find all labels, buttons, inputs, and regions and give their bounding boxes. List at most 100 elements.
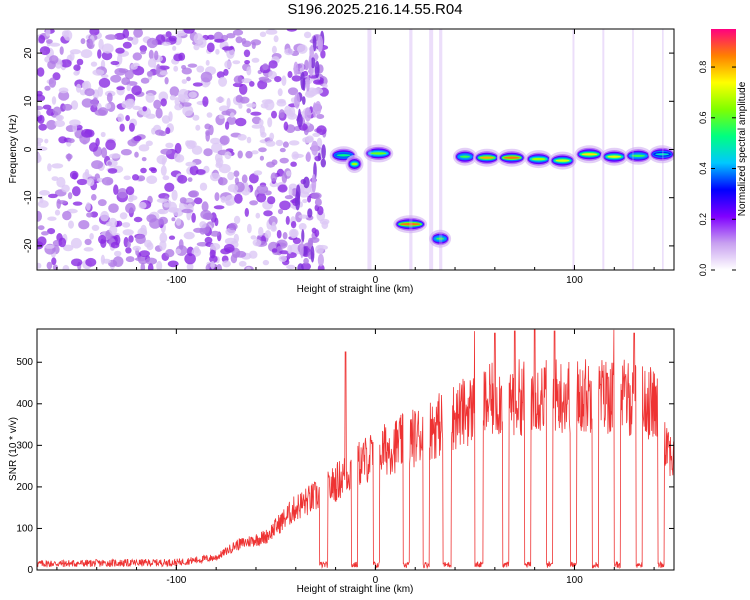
noise-blob	[233, 233, 239, 244]
noise-blob	[125, 115, 130, 122]
x-tick-label: -100	[166, 575, 186, 586]
noise-blob	[44, 138, 49, 144]
noise-blob	[62, 264, 70, 270]
noise-blob	[290, 221, 297, 229]
noise-blob	[155, 34, 166, 45]
noise-blob	[287, 87, 299, 96]
noise-blob	[222, 46, 234, 51]
noise-blob	[145, 257, 157, 265]
spectrogram-y-label: Frequency (Hz)	[8, 115, 19, 184]
noise-blob	[232, 60, 241, 65]
noise-blob	[269, 181, 278, 188]
noise-blob	[97, 86, 103, 97]
noise-blob	[145, 140, 153, 147]
noise-blob	[39, 196, 44, 204]
noise-blob	[285, 215, 290, 225]
noise-blob	[169, 95, 176, 101]
noise-blob	[175, 217, 182, 226]
noise-blob	[69, 119, 81, 126]
noise-blob	[126, 84, 131, 92]
tone-band	[400, 223, 421, 226]
noise-blob	[226, 97, 231, 109]
noise-blob	[140, 224, 147, 236]
noise-blob	[47, 228, 56, 235]
noise-blob	[311, 227, 317, 234]
tone-band	[607, 155, 622, 158]
noise-blob	[92, 69, 105, 76]
noise-blob	[114, 250, 122, 257]
noise-streak	[312, 35, 317, 52]
noise-blob	[140, 262, 146, 270]
noise-blob	[113, 184, 119, 195]
noise-blob	[235, 117, 247, 127]
noise-streak	[310, 245, 315, 263]
noise-blob	[282, 141, 289, 148]
noise-blob	[186, 262, 194, 270]
noise-blob	[124, 70, 134, 80]
noise-blob	[123, 175, 131, 181]
noise-blob	[55, 114, 64, 121]
noise-blob	[218, 114, 225, 119]
noise-blob	[233, 75, 243, 84]
noise-blob	[37, 236, 47, 246]
noise-blob	[62, 244, 74, 252]
noise-blob	[122, 222, 131, 228]
noise-blob	[207, 34, 215, 40]
x-tick-label: 100	[566, 575, 583, 586]
noise-blob	[235, 36, 243, 44]
noise-blob	[321, 220, 329, 230]
noise-blob	[100, 131, 106, 138]
noise-blob	[292, 153, 304, 158]
noise-blob	[194, 197, 203, 205]
noise-blob	[221, 110, 231, 116]
noise-blob	[267, 117, 273, 128]
noise-blob	[126, 241, 131, 248]
noise-blob	[92, 97, 99, 108]
noise-blob	[271, 221, 277, 231]
colorbar-tick-label: 0.0	[698, 264, 708, 277]
noise-blob	[277, 208, 284, 215]
noise-blob	[116, 220, 123, 227]
noise-blob	[279, 250, 289, 255]
noise-blob	[206, 112, 213, 118]
noise-blob	[76, 58, 84, 66]
noise-blob	[290, 161, 297, 167]
noise-blob	[286, 29, 297, 32]
noise-blob	[86, 38, 93, 49]
noise-blob	[127, 98, 136, 108]
noise-streak	[311, 173, 317, 193]
noise-blob	[39, 190, 50, 196]
noise-blob	[158, 216, 169, 225]
noise-blob	[210, 137, 221, 145]
noise-blob	[56, 176, 66, 188]
noise-blob	[174, 142, 182, 154]
noise-blob	[238, 103, 243, 109]
noise-blob	[196, 242, 209, 247]
noise-blob	[48, 193, 58, 199]
noise-blob	[210, 261, 215, 270]
noise-blob	[159, 240, 167, 251]
noise-blob	[304, 59, 309, 71]
noise-blob	[288, 186, 293, 198]
noise-blob	[147, 263, 154, 270]
noise-blob	[148, 49, 154, 60]
noise-blob	[259, 119, 264, 127]
noise-blob	[146, 70, 154, 77]
noise-blob	[168, 111, 173, 122]
noise-blob	[227, 184, 239, 193]
noise-blob	[89, 142, 98, 152]
colorbar-tick-label: 0.6	[698, 112, 708, 125]
noise-blob	[215, 48, 220, 55]
noise-blob	[253, 170, 263, 176]
noise-blob	[100, 210, 110, 222]
noise-blob	[72, 123, 78, 133]
noise-blob	[287, 71, 293, 78]
tone-band	[631, 154, 646, 157]
noise-blob	[37, 200, 49, 208]
noise-blob	[184, 253, 196, 265]
noise-blob	[284, 105, 292, 115]
noise-blob	[188, 91, 197, 99]
noise-blob	[51, 257, 57, 266]
noise-blob	[162, 175, 170, 181]
noise-blob	[196, 65, 205, 73]
